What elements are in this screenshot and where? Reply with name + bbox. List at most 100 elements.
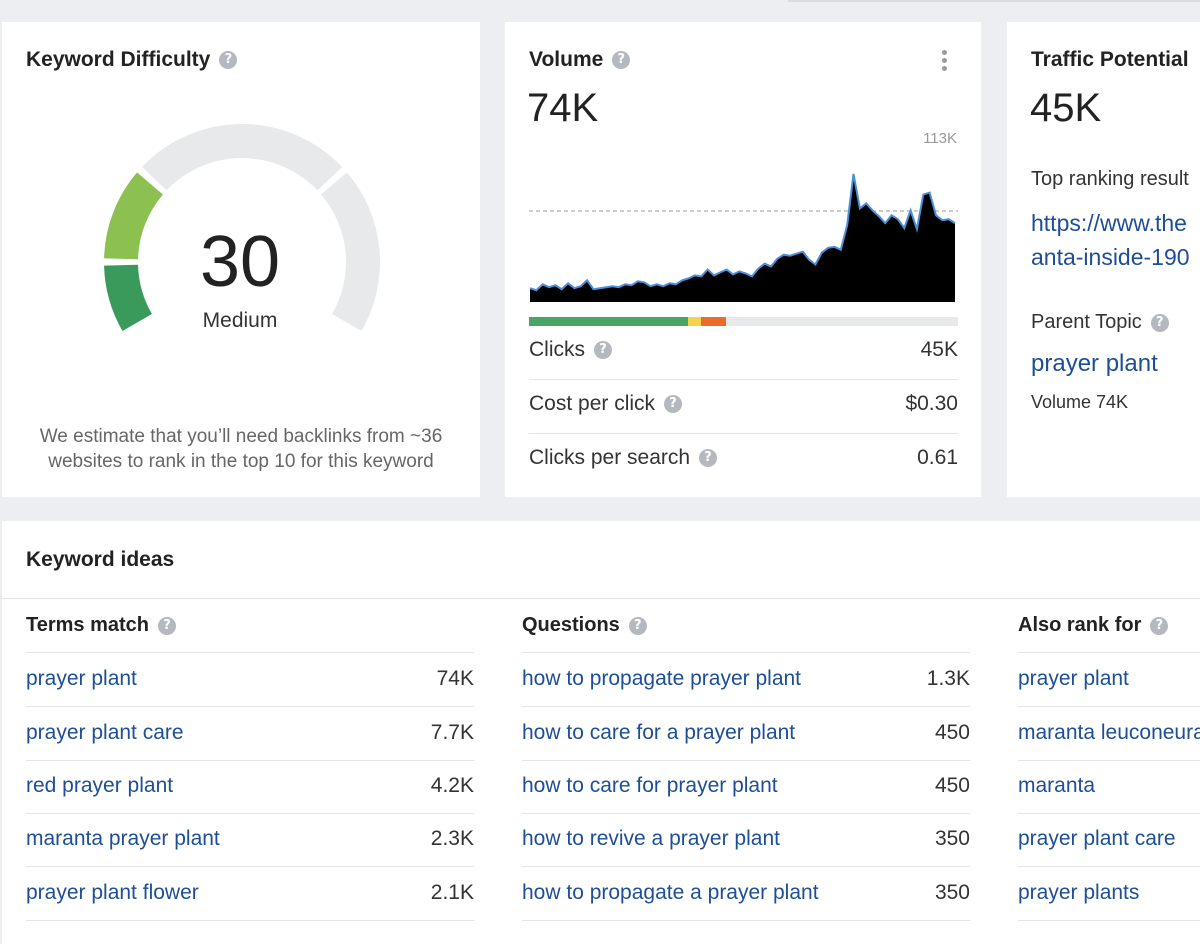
volume-area xyxy=(530,173,955,302)
difficulty-rating: Medium xyxy=(203,309,278,332)
gauge-segment-filled xyxy=(104,264,152,331)
gauge-segment-empty xyxy=(321,172,380,331)
also-rank-for-label: Also rank for xyxy=(1018,614,1142,636)
also-rank-link[interactable]: prayer plant xyxy=(1018,667,1129,690)
keyword-difficulty-card: Keyword Difficulty? 30 Medium We estimat… xyxy=(2,22,480,497)
question-link[interactable]: how to propagate prayer plant xyxy=(522,667,802,690)
cpc-label: Cost per click xyxy=(529,392,656,415)
keyword-link[interactable]: red prayer plant xyxy=(26,774,174,797)
volume-line xyxy=(529,173,956,292)
keyword-ideas-title: Keyword ideas xyxy=(26,548,175,571)
list-item: how to propagate prayer plant 1.3K xyxy=(522,653,970,707)
top-divider-line xyxy=(788,0,1200,2)
help-icon[interactable]: ? xyxy=(1150,313,1169,332)
keyword-link[interactable]: prayer plant flower xyxy=(26,881,199,904)
list-item: how to care for prayer plant 450 xyxy=(522,760,970,814)
question-link[interactable]: how to care for a prayer plant xyxy=(522,721,796,744)
list-item: how to propagate a prayer plant 350 xyxy=(522,867,970,921)
parent-topic-volume: Volume 74K xyxy=(1031,392,1129,412)
list-item: maranta xyxy=(1018,760,1200,814)
top-ranking-url[interactable]: https://www.the anta-inside-190 xyxy=(1031,206,1190,274)
also-rank-link[interactable]: maranta xyxy=(1018,774,1096,797)
parent-topic-link[interactable]: prayer plant xyxy=(1031,350,1158,377)
question-volume: 450 xyxy=(934,721,970,744)
keyword-difficulty-title: Keyword Difficulty? xyxy=(26,48,238,72)
keyword-link[interactable]: prayer plant xyxy=(26,667,137,690)
chart-max-label: 113K xyxy=(923,130,957,147)
clicks-per-search-value: 0.61 xyxy=(917,446,958,469)
list-item: how to revive a prayer plant 350 xyxy=(522,813,970,867)
keyword-volume: 7.7K xyxy=(430,721,474,744)
list-item: prayer plant xyxy=(1018,653,1200,707)
more-options-icon[interactable] xyxy=(939,50,949,74)
keyword-link[interactable]: prayer plant care xyxy=(26,721,184,744)
volume-title: Volume? xyxy=(529,48,631,72)
terms-match-title: Terms match? xyxy=(26,614,177,637)
clicks-bar-paid xyxy=(687,317,701,326)
traffic-potential-value: 45K xyxy=(1030,86,1102,130)
gauge-segment-filled xyxy=(104,172,163,260)
list-item: prayer plant 74K xyxy=(26,653,474,707)
help-icon[interactable]: ? xyxy=(628,616,647,635)
parent-topic-heading: Parent Topic? xyxy=(1031,311,1169,334)
clicks-per-search-label: Clicks per search xyxy=(529,446,691,469)
help-icon[interactable]: ? xyxy=(664,395,683,414)
traffic-potential-title: Traffic Potential xyxy=(1031,48,1189,71)
list-item: maranta prayer plant 2.3K xyxy=(26,813,474,867)
column-header-divider xyxy=(26,652,474,653)
list-item: prayer plant care xyxy=(1018,813,1200,867)
top-ranking-url-line2[interactable]: anta-inside-190 xyxy=(1031,244,1190,270)
clicks-bar-other xyxy=(700,317,727,326)
metric-row-clicks: Clicks? 45K xyxy=(529,326,958,380)
metric-row-cpc: Cost per click? $0.30 xyxy=(529,380,958,434)
questions-title: Questions? xyxy=(522,614,647,637)
help-icon[interactable]: ? xyxy=(612,51,631,70)
help-icon[interactable]: ? xyxy=(1150,616,1169,635)
difficulty-description-line2: websites to rank in the top 10 for this … xyxy=(48,451,434,472)
also-rank-link[interactable]: maranta leuconeura xyxy=(1018,721,1200,744)
cpc-value: $0.30 xyxy=(905,392,958,415)
keyword-ideas-card xyxy=(2,521,1200,944)
keyword-volume: 4.2K xyxy=(430,774,474,797)
keyword-volume: 2.1K xyxy=(430,881,474,904)
clicks-value: 45K xyxy=(920,338,958,361)
question-link[interactable]: how to revive a prayer plant xyxy=(522,827,780,850)
also-rank-for-title: Also rank for? xyxy=(1018,614,1169,637)
list-item: maranta leuconeura xyxy=(1018,707,1200,761)
clicks-distribution-bar xyxy=(529,317,958,326)
column-header-divider xyxy=(1018,652,1200,653)
list-item: prayer plant flower 2.1K xyxy=(26,867,474,921)
parent-topic-label: Parent Topic xyxy=(1031,311,1142,333)
terms-match-label: Terms match xyxy=(26,614,150,636)
question-link[interactable]: how to care for prayer plant xyxy=(522,774,778,797)
gauge-segment-empty xyxy=(141,123,343,191)
difficulty-gauge: 30 Medium xyxy=(104,123,380,332)
volume-trend-chart xyxy=(529,173,958,302)
list-item: red prayer plant 4.2K xyxy=(26,760,474,814)
question-link[interactable]: how to propagate a prayer plant xyxy=(522,881,819,904)
help-icon[interactable]: ? xyxy=(594,341,612,360)
difficulty-description-line1: We estimate that you’ll need backlinks f… xyxy=(39,426,443,447)
keyword-link[interactable]: maranta prayer plant xyxy=(26,827,220,850)
question-volume: 350 xyxy=(934,881,970,904)
question-volume: 1.3K xyxy=(926,667,970,690)
also-rank-link[interactable]: prayer plant care xyxy=(1018,827,1176,850)
difficulty-score: 30 xyxy=(200,222,280,302)
clicks-bar-organic xyxy=(529,317,688,326)
clicks-label: Clicks xyxy=(529,338,585,361)
help-icon[interactable]: ? xyxy=(699,449,718,468)
questions-label: Questions xyxy=(522,614,620,636)
top-ranking-url-line1[interactable]: https://www.the xyxy=(1031,210,1187,236)
help-icon[interactable]: ? xyxy=(219,51,238,70)
volume-label: Volume xyxy=(529,48,604,71)
metric-row-clicks-per-search: Clicks per search? 0.61 xyxy=(529,434,958,487)
column-header-divider xyxy=(522,652,970,653)
volume-value: 74K xyxy=(527,86,599,130)
also-rank-link[interactable]: prayer plants xyxy=(1018,881,1140,904)
keyword-volume: 74K xyxy=(436,667,474,690)
list-item: prayer plant care 7.7K xyxy=(26,707,474,761)
question-volume: 450 xyxy=(934,774,970,797)
keyword-ideas-divider xyxy=(2,598,1200,599)
help-icon[interactable]: ? xyxy=(158,616,177,635)
list-item: prayer plants xyxy=(1018,867,1200,921)
